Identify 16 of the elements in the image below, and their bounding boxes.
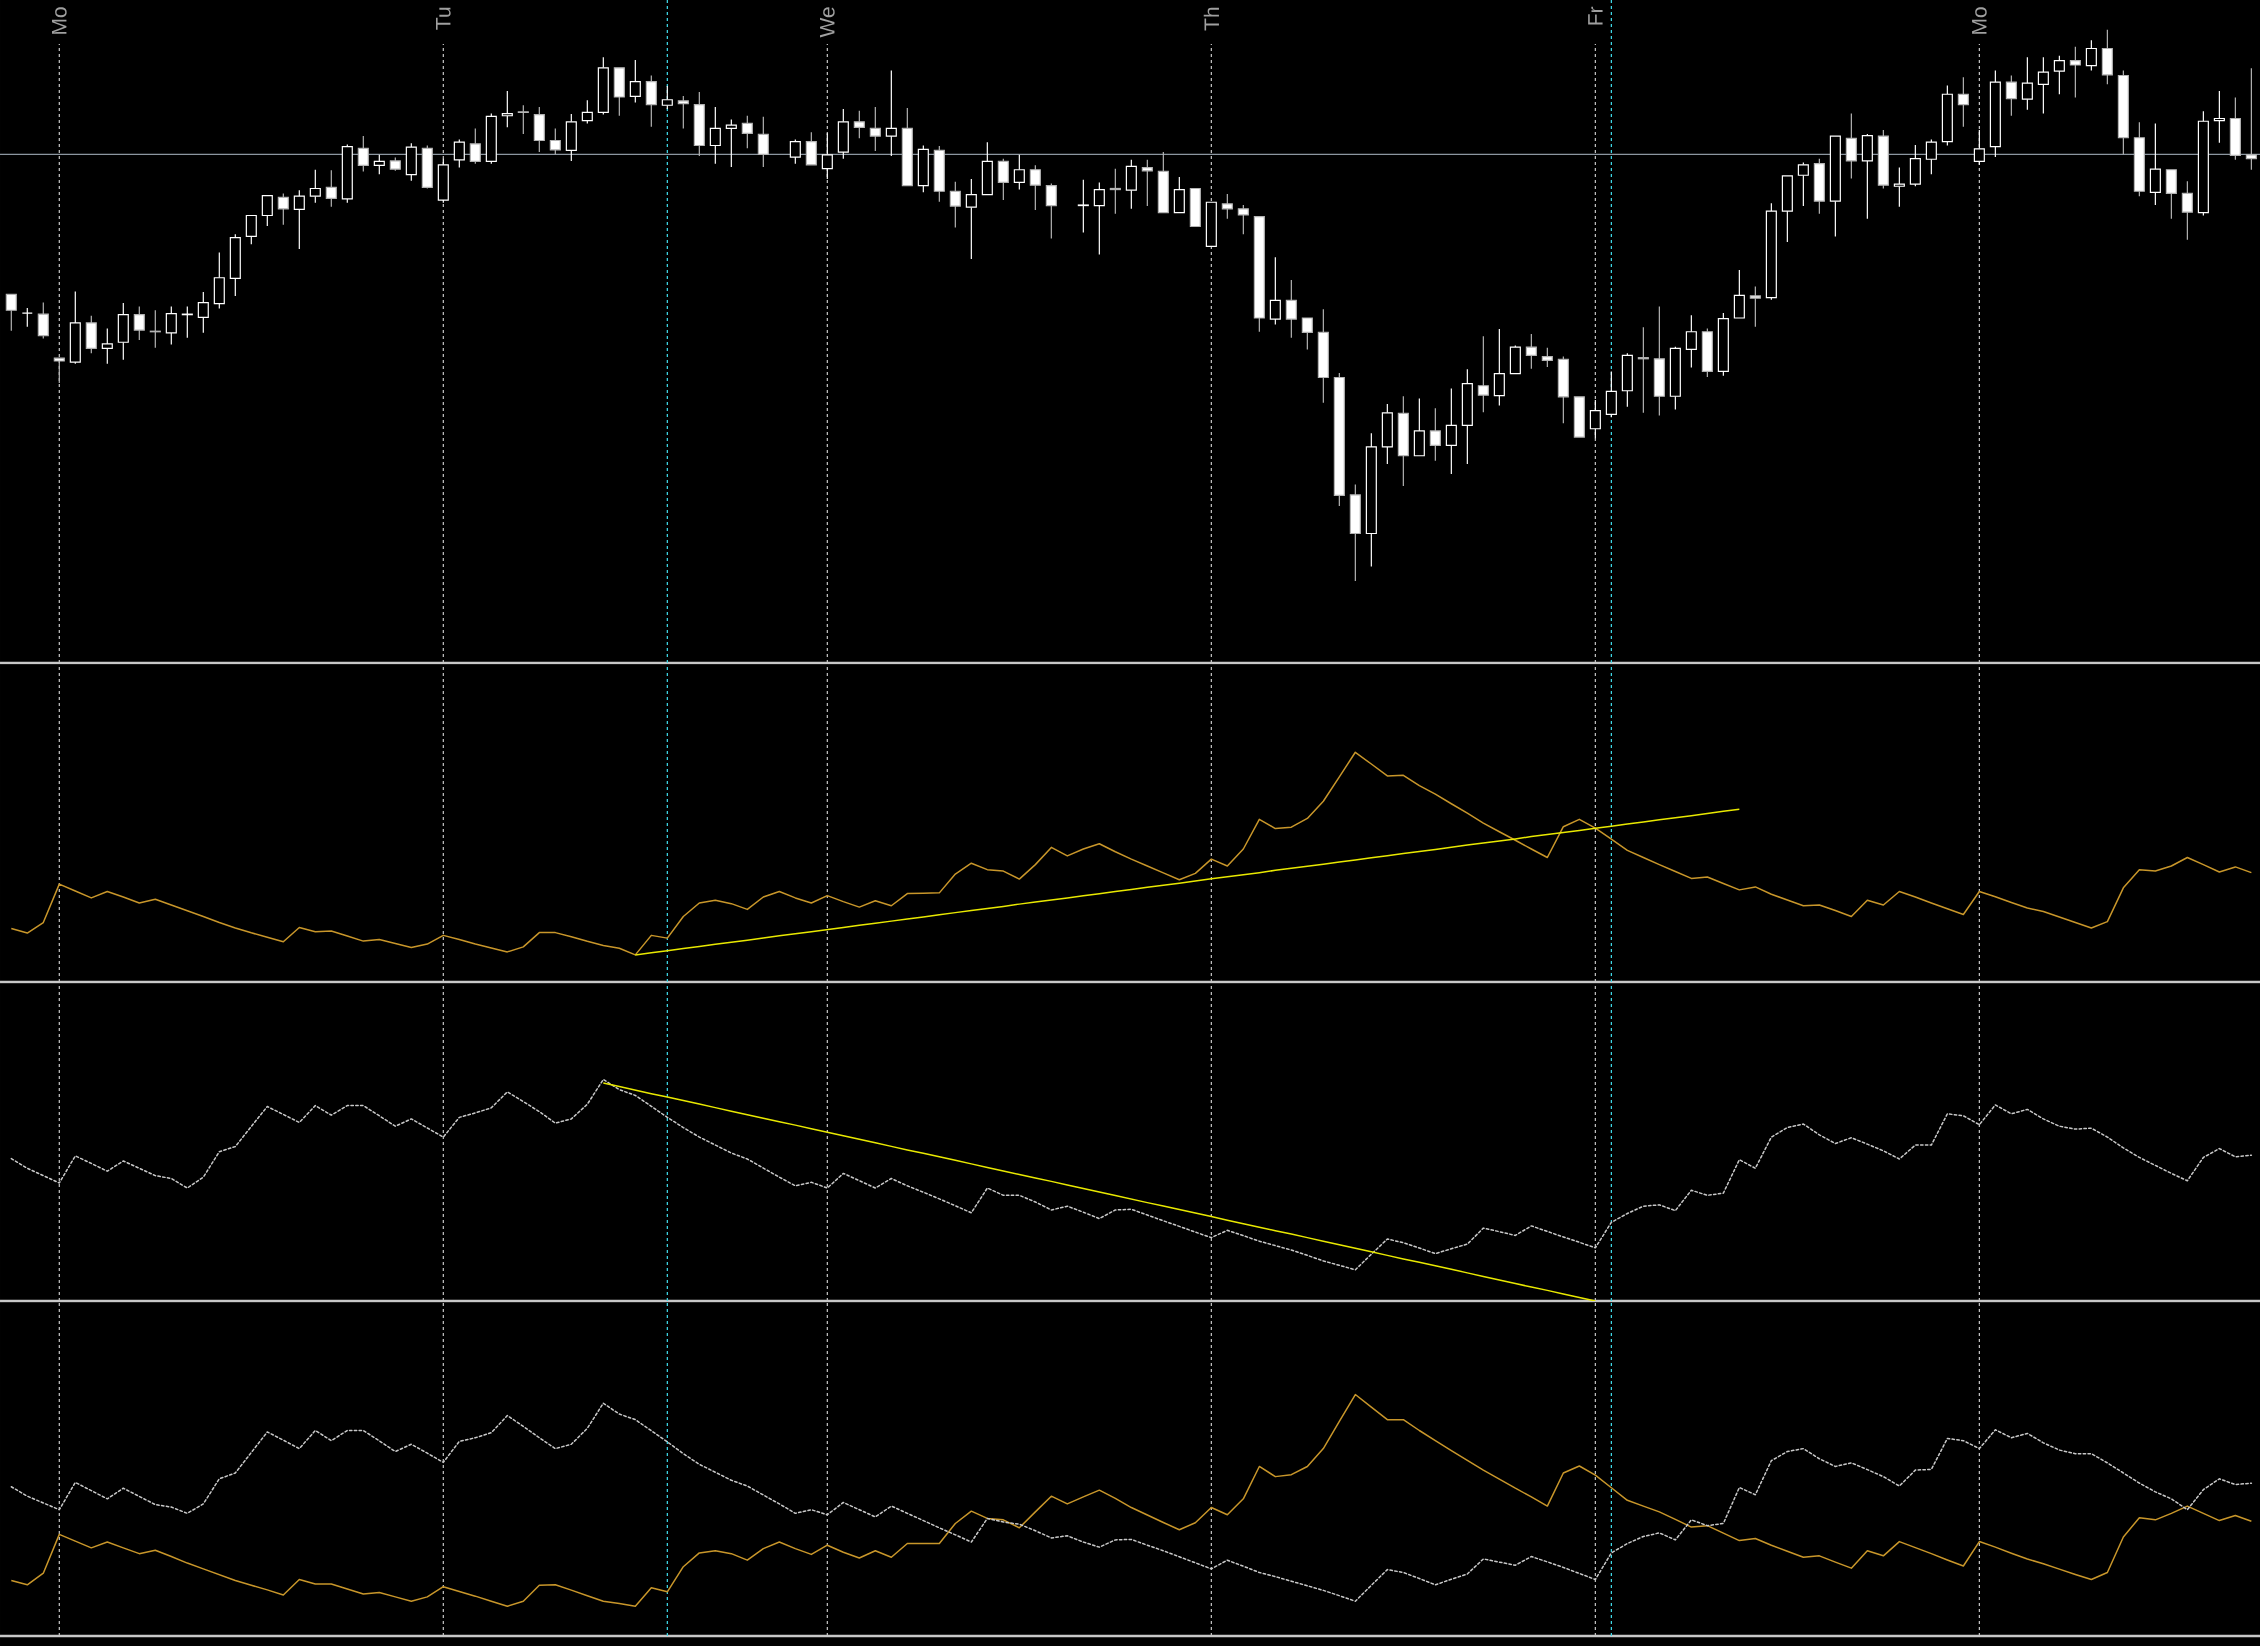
candlestick: [1445, 387, 1457, 475]
candlestick: [2213, 90, 2225, 144]
candlestick: [1077, 179, 1089, 234]
candlestick: [1637, 326, 1649, 414]
candlestick: [1285, 279, 1297, 339]
candlestick: [1317, 308, 1329, 404]
x-tick-label: Tu: [436, 7, 451, 30]
candlestick: [709, 106, 721, 165]
candlestick: [1653, 305, 1665, 417]
candlestick: [885, 69, 897, 157]
x-tick-label: Mo: [52, 7, 67, 34]
x-tick-label: We: [820, 7, 835, 38]
x-tick-label: Fr: [1588, 6, 1603, 25]
candlestick: [1109, 168, 1121, 215]
x-tick-label: Mo: [1972, 7, 1987, 34]
x-tick-label: Th: [1203, 7, 1219, 31]
